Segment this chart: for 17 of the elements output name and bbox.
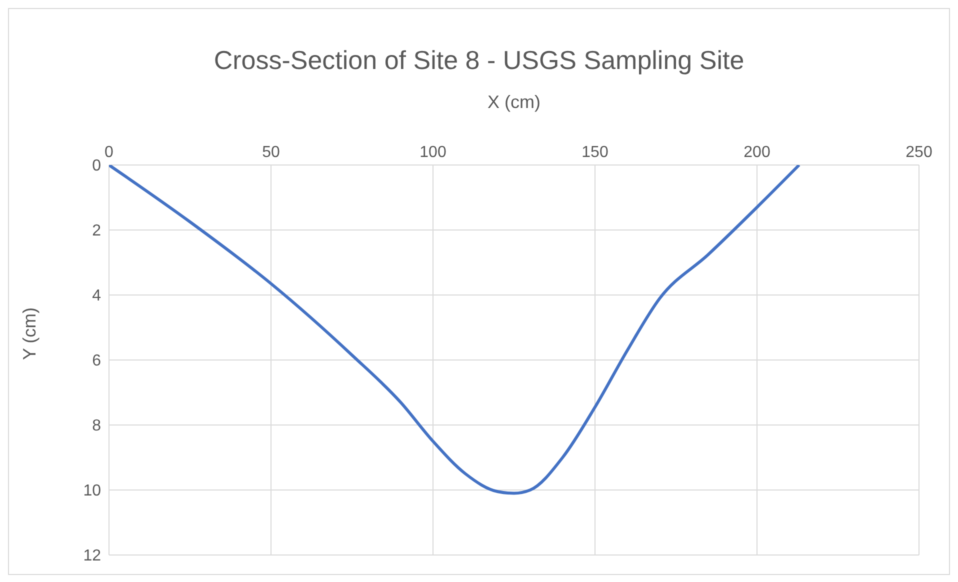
y-axis-title: Y (cm) — [19, 307, 40, 360]
line-series — [109, 165, 801, 495]
y-tick-label: 0 — [92, 158, 102, 175]
x-tick-label: 0 — [104, 144, 114, 161]
y-tick-label: 10 — [83, 482, 102, 500]
x-tick-label: 250 — [906, 144, 932, 161]
y-tick-label: 8 — [92, 418, 102, 435]
x-tick-label: 100 — [420, 144, 446, 161]
x-tick-label: 200 — [744, 144, 770, 161]
chart-title: Cross-Section of Site 8 - USGS Sampling Site — [212, 44, 746, 77]
x-tick-label: 50 — [262, 144, 280, 161]
y-tick-label: 2 — [92, 222, 102, 240]
x-tick-label: 150 — [582, 144, 608, 161]
y-tick-label: 6 — [92, 352, 102, 370]
y-tick-label: 12 — [83, 548, 102, 565]
x-axis-title: X (cm) — [488, 92, 540, 112]
y-tick-label: 4 — [92, 288, 102, 305]
